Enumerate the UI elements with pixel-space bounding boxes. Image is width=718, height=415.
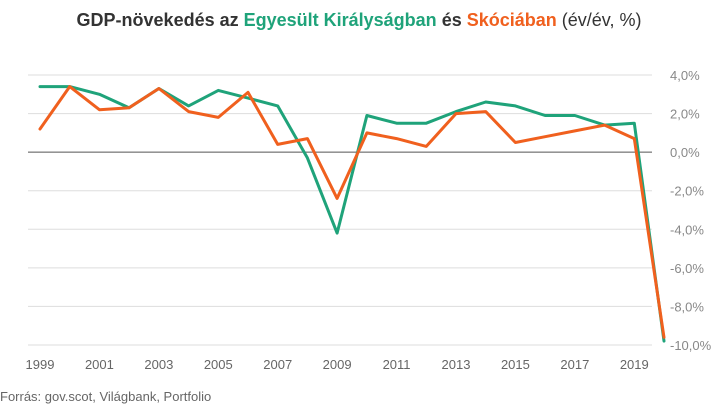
source-note: Forrás: gov.scot, Világbank, Portfolio (0, 389, 212, 404)
x-tick-label: 2003 (144, 357, 173, 372)
title-prefix: GDP-növekedés az (76, 10, 244, 30)
y-tick-label: -6,0% (670, 261, 704, 276)
uk-gdp-line (38, 85, 666, 343)
x-tick-label: 2009 (323, 357, 352, 372)
x-tick-label: 2019 (620, 357, 649, 372)
y-tick-label: -8,0% (670, 299, 704, 314)
y-tick-label: 0,0% (670, 145, 700, 160)
y-tick-label: -2,0% (670, 184, 704, 199)
y-tick-label: 4,0% (670, 68, 700, 83)
y-axis-ticks: 4,0% 2,0% 0,0% -2,0% -4,0% -6,0% -8,0% -10,0% (670, 68, 712, 353)
title-uk-label: Egyesült Királyságban (243, 10, 437, 30)
x-tick-label: 2001 (85, 357, 114, 372)
x-axis-ticks: 1999 2001 2003 2005 2007 2009 2011 2013 2015 2017… (26, 357, 649, 372)
series-lines (38, 85, 666, 343)
y-tick-label: -4,0% (670, 222, 704, 237)
title-unit: (év/év, %) (556, 10, 642, 30)
scotland-gdp-line (38, 85, 666, 339)
x-tick-label: 1999 (26, 357, 55, 372)
x-tick-label: 2011 (383, 357, 411, 372)
chart-title: GDP-növekedés az Egyesült Királyságban é… (0, 10, 718, 31)
y-tick-label: 2,0% (670, 107, 700, 122)
y-tick-label: -10,0% (670, 338, 712, 353)
x-tick-label: 2007 (263, 357, 292, 372)
x-tick-label: 2005 (204, 357, 233, 372)
x-tick-label: 2015 (501, 357, 530, 372)
title-scotland-label: Skóciában (466, 10, 557, 30)
x-tick-label: 2013 (442, 357, 471, 372)
gridlines (28, 74, 652, 346)
x-tick-label: 2017 (560, 357, 589, 372)
title-mid: és (436, 10, 467, 30)
